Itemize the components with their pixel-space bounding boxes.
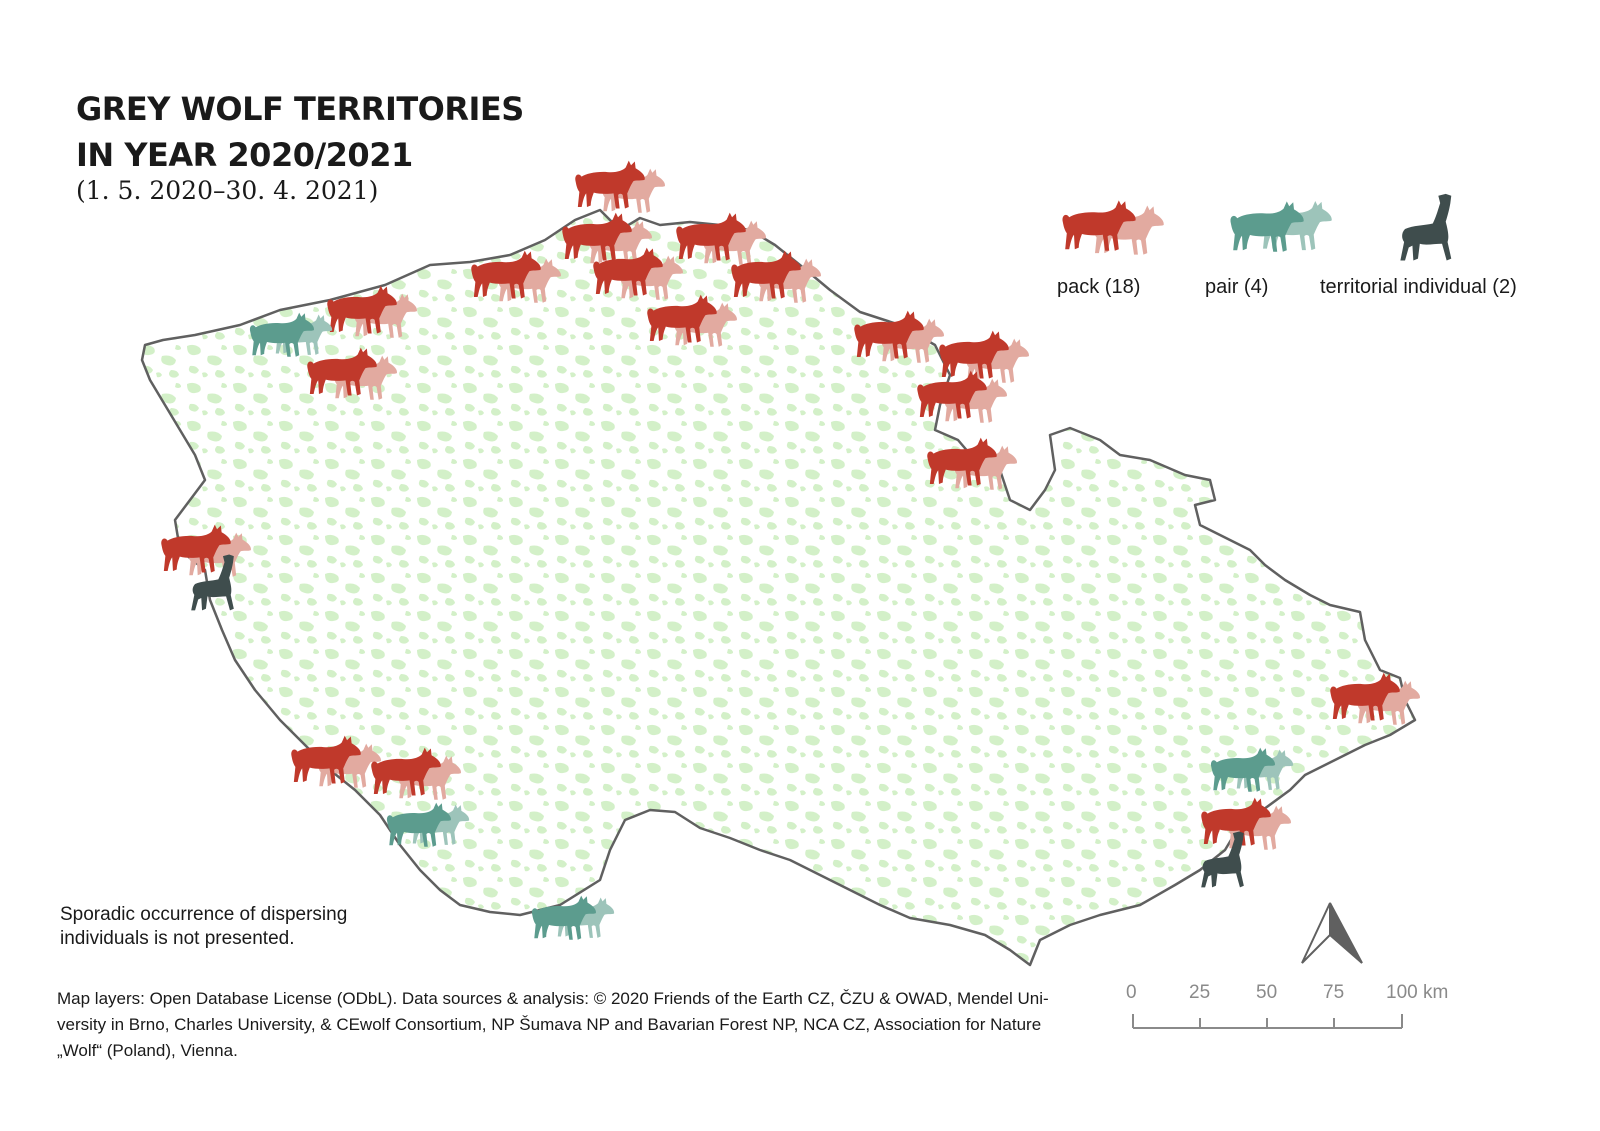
north-arrow-icon	[1301, 902, 1363, 964]
scale-tick-75: 75	[1323, 982, 1345, 1003]
scale-tick-25: 25	[1189, 982, 1211, 1003]
note-line-1: Sporadic occurrence of dispersing	[60, 904, 348, 925]
legend-pack-icon	[1062, 200, 1164, 255]
scale-tick-50: 50	[1256, 982, 1278, 1003]
country-outline	[140, 208, 1417, 967]
title-line-1: GREY WOLF TERRITORIES	[76, 90, 524, 128]
title-line-2: IN YEAR 2020/2021	[76, 136, 413, 174]
legend-pair-label: pair (4)	[1205, 276, 1269, 298]
credits-line-2: versity in Brno, Charles University, & C…	[57, 1015, 1042, 1034]
credits-line-3: „Wolf“ (Poland), Vienna.	[57, 1041, 238, 1060]
legend-individual-label: territorial individual (2)	[1320, 276, 1517, 298]
pack-territory-marker	[575, 160, 665, 213]
date-range-subtitle: (1. 5. 2020–30. 4. 2021)	[76, 176, 379, 205]
pack-territory-marker	[939, 330, 1029, 383]
credits-line-1: Map layers: Open Database License (ODbL)…	[57, 989, 1049, 1008]
map-credits: Map layers: Open Database License (ODbL)…	[57, 986, 1107, 1064]
legend-pair-icon	[1230, 201, 1332, 252]
scale-tick-0: 0	[1126, 982, 1137, 1003]
dispersal-note: Sporadic occurrence of dispersing indivi…	[60, 903, 390, 951]
scale-tick-100: 100 km	[1386, 982, 1449, 1003]
note-line-2: individuals is not presented.	[60, 928, 295, 949]
legend-individual-icon	[1400, 193, 1452, 261]
scale-bar	[1132, 1014, 1403, 1029]
map-title: GREY WOLF TERRITORIES IN YEAR 2020/2021	[76, 86, 524, 178]
legend-pack-label: pack (18)	[1057, 276, 1141, 298]
